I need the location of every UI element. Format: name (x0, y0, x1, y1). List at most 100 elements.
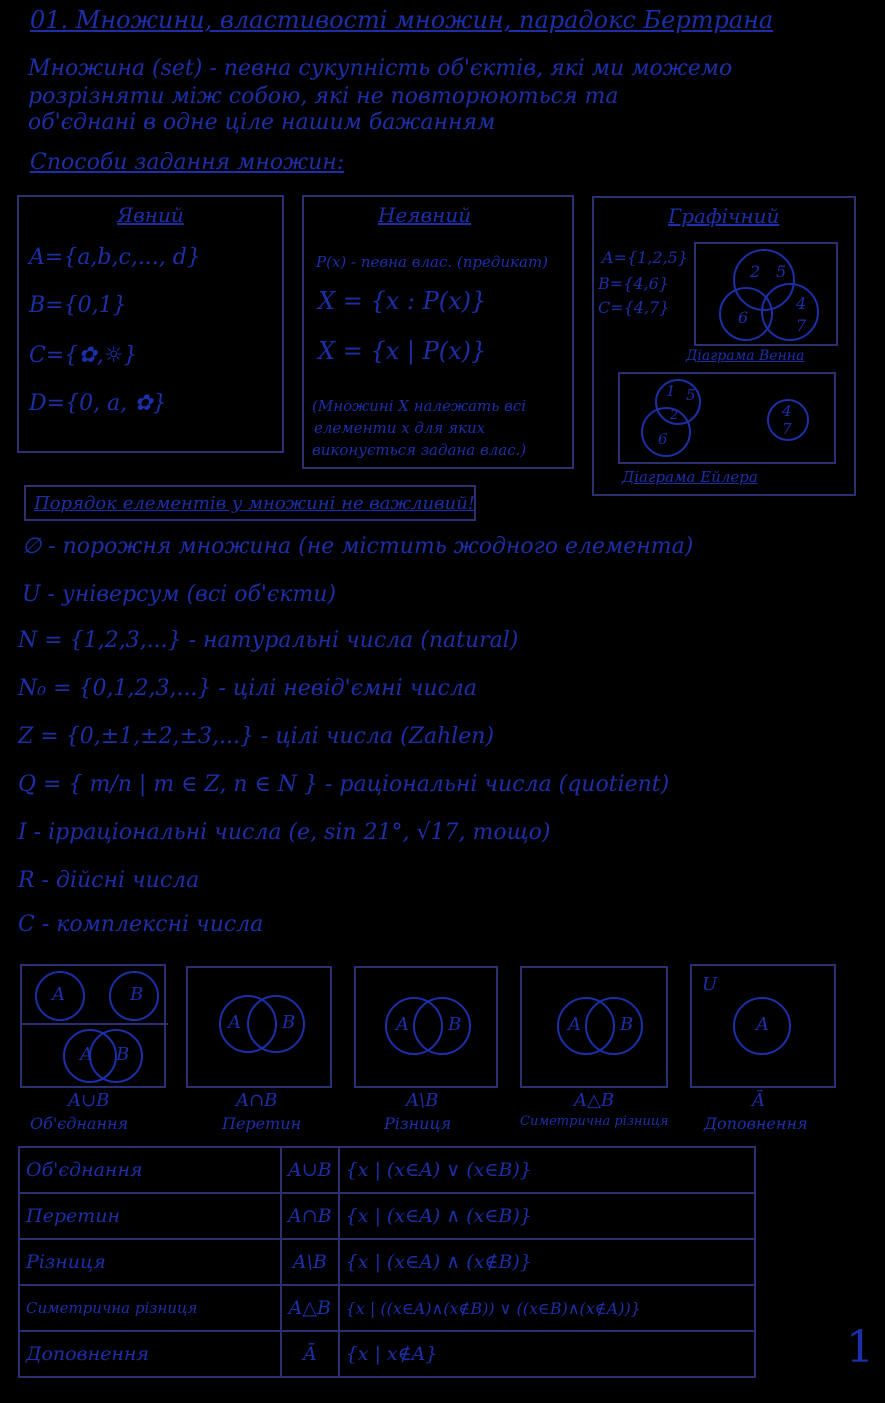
table-row: Симетрична різниця A△B {x | ((x∈A)∧(x∉B)… (18, 1284, 756, 1332)
special-set-line: I - ірраціональні числа (e, sin 21°, √17… (18, 820, 551, 845)
venn-number: 7 (796, 316, 807, 335)
euler-number: 6 (658, 430, 668, 448)
implicit-note: виконується задана влас.) (312, 441, 527, 459)
diagram-symbol: A∩B (236, 1090, 278, 1111)
difference-circles (385, 997, 471, 1055)
implicit-box: Неявний P(x) - певна влас. (предикат) X … (302, 195, 574, 469)
table-row: Доповнення Ā {x | x∉A} (18, 1330, 756, 1378)
set-letter-b: B (620, 1014, 634, 1035)
set-letter-a: A (80, 1044, 93, 1065)
implicit-note: (Множині X належать всі (312, 397, 527, 415)
set-letter-a: A (568, 1014, 581, 1035)
set-letter-u: U (702, 974, 718, 995)
venn-circles (719, 249, 819, 341)
op-name: Перетин (18, 1192, 282, 1240)
diagram-caption: Об'єднання (30, 1114, 129, 1133)
operations-table: Об'єднання A∪B {x | (x∈A) ∨ (x∈B)} Перет… (18, 1146, 756, 1378)
order-note-box: Порядок елементів у множині не важливий! (24, 485, 476, 521)
intersection-circles (219, 995, 305, 1053)
difference-diagram: A B (354, 966, 498, 1088)
graphic-set: C={4,7} (598, 298, 670, 317)
op-formula: {x | (x∈A) ∧ (x∉B)} (337, 1238, 756, 1286)
diagram-symbol: A\B (406, 1090, 439, 1111)
explicit-title: Явний (117, 203, 184, 227)
definition-line-2: розрізняти між собою, які не повторюютьс… (28, 84, 619, 109)
table-row: Перетин A∩B {x | (x∈A) ∧ (x∈B)} (18, 1192, 756, 1240)
euler-number: 4 (782, 402, 792, 420)
euler-number: 7 (782, 420, 792, 438)
definition-line-1: Множина (set) - певна сукупність об'єкті… (28, 56, 733, 81)
venn-label: Діаграма Венна (686, 348, 805, 364)
union-diagram: A B A B (20, 964, 168, 1088)
op-name: Різниця (18, 1238, 282, 1286)
set-letter-a: A (396, 1014, 409, 1035)
symmetric-difference-circles (557, 997, 643, 1055)
diagram-caption: Різниця (384, 1114, 452, 1133)
special-set-line: R - дійсні числа (18, 868, 200, 893)
op-symbol: Ā (280, 1330, 340, 1378)
diagram-caption: Перетин (222, 1114, 302, 1133)
euler-number: 1 (666, 382, 676, 400)
intersection-diagram: A B (186, 966, 332, 1088)
ways-heading: Способи задання множин: (30, 150, 345, 175)
implicit-title: Неявний (378, 203, 472, 227)
implicit-line: P(x) - певна влас. (предикат) (316, 253, 549, 271)
diagram-symbol: Ā (752, 1090, 765, 1111)
special-set-line: Z = {0,±1,±2,±3,...} - цілі числа (Zahle… (18, 724, 495, 749)
euler-frame: 1 5 2 6 4 7 (618, 372, 836, 464)
special-set-line: Q = { m/n | m ∈ Z, n ∈ N } - раціональні… (18, 772, 670, 797)
explicit-box: Явний A={a,b,c,..., d} B={0,1} C={✿,☼} D… (17, 195, 284, 453)
explicit-line: C={✿,☼} (29, 343, 138, 368)
set-letter-a: A (756, 1014, 769, 1035)
op-formula: {x | (x∈A) ∧ (x∈B)} (337, 1192, 756, 1240)
explicit-line: A={a,b,c,..., d} (29, 245, 201, 270)
diagram-caption: Доповнення (704, 1114, 808, 1133)
explicit-line: B={0,1} (29, 293, 127, 318)
symmetric-difference-diagram: A B (520, 966, 668, 1088)
op-symbol: A∪B (280, 1146, 340, 1194)
op-name: Симетрична різниця (18, 1284, 282, 1332)
diagram-symbol: A∪B (68, 1090, 110, 1111)
implicit-note: елементи x для яких (314, 419, 486, 437)
euler-label: Діаграма Ейлера (622, 468, 758, 486)
venn-number: 4 (796, 294, 807, 313)
venn-number: 5 (776, 262, 787, 281)
euler-circles (641, 379, 809, 457)
op-name: Доповнення (18, 1330, 282, 1378)
special-set-line: N₀ = {0,1,2,3,...} - цілі невід'ємні чис… (18, 676, 477, 701)
set-letter-a: A (52, 984, 65, 1005)
op-formula: {x | ((x∈A)∧(x∉B)) ∨ ((x∈B)∧(x∉A))} (337, 1284, 756, 1332)
special-set-line: N = {1,2,3,...} - натуральні числа (natu… (18, 628, 519, 653)
union-circles (22, 971, 168, 1083)
diagram-symbol: A△B (574, 1090, 615, 1111)
op-formula: {x | (x∈A) ∨ (x∈B)} (337, 1146, 756, 1194)
special-set-line: U - універсум (всі об'єкти) (22, 582, 337, 607)
euler-number: 5 (686, 386, 696, 404)
venn-frame: 2 5 6 4 7 (694, 242, 838, 346)
special-set-line: C - комплексні числа (18, 912, 264, 937)
page-number: 1 (846, 1322, 874, 1373)
table-row: Об'єднання A∪B {x | (x∈A) ∨ (x∈B)} (18, 1146, 756, 1194)
op-symbol: A∩B (280, 1192, 340, 1240)
op-name: Об'єднання (18, 1146, 282, 1194)
op-symbol: A△B (280, 1284, 340, 1332)
op-formula: {x | x∉A} (337, 1330, 756, 1378)
implicit-line: X = {x | P(x)} (318, 337, 487, 365)
venn-number: 2 (750, 262, 761, 281)
complement-diagram: U A (690, 964, 836, 1088)
graphic-set: A={1,2,5} (602, 248, 689, 267)
venn-number: 6 (738, 308, 749, 327)
graphic-title: Графічний (668, 204, 780, 228)
complement-circles (733, 997, 791, 1055)
page-title: 01. Множини, властивості множин, парадок… (30, 6, 774, 34)
set-letter-b: B (116, 1044, 130, 1065)
implicit-line: X = {x : P(x)} (318, 287, 487, 315)
set-letter-b: B (448, 1014, 462, 1035)
definition-line-3: об'єднані в одне ціле нашим бажанням (28, 110, 496, 135)
euler-number: 2 (670, 408, 679, 423)
diagram-caption: Симетрична різниця (520, 1114, 669, 1129)
op-symbol: A\B (280, 1238, 340, 1286)
graphic-box: Графічний A={1,2,5} B={4,6} C={4,7} 2 5 … (592, 196, 856, 496)
explicit-line: D={0, a, ✿} (29, 391, 167, 416)
graphic-set: B={4,6} (598, 274, 669, 293)
